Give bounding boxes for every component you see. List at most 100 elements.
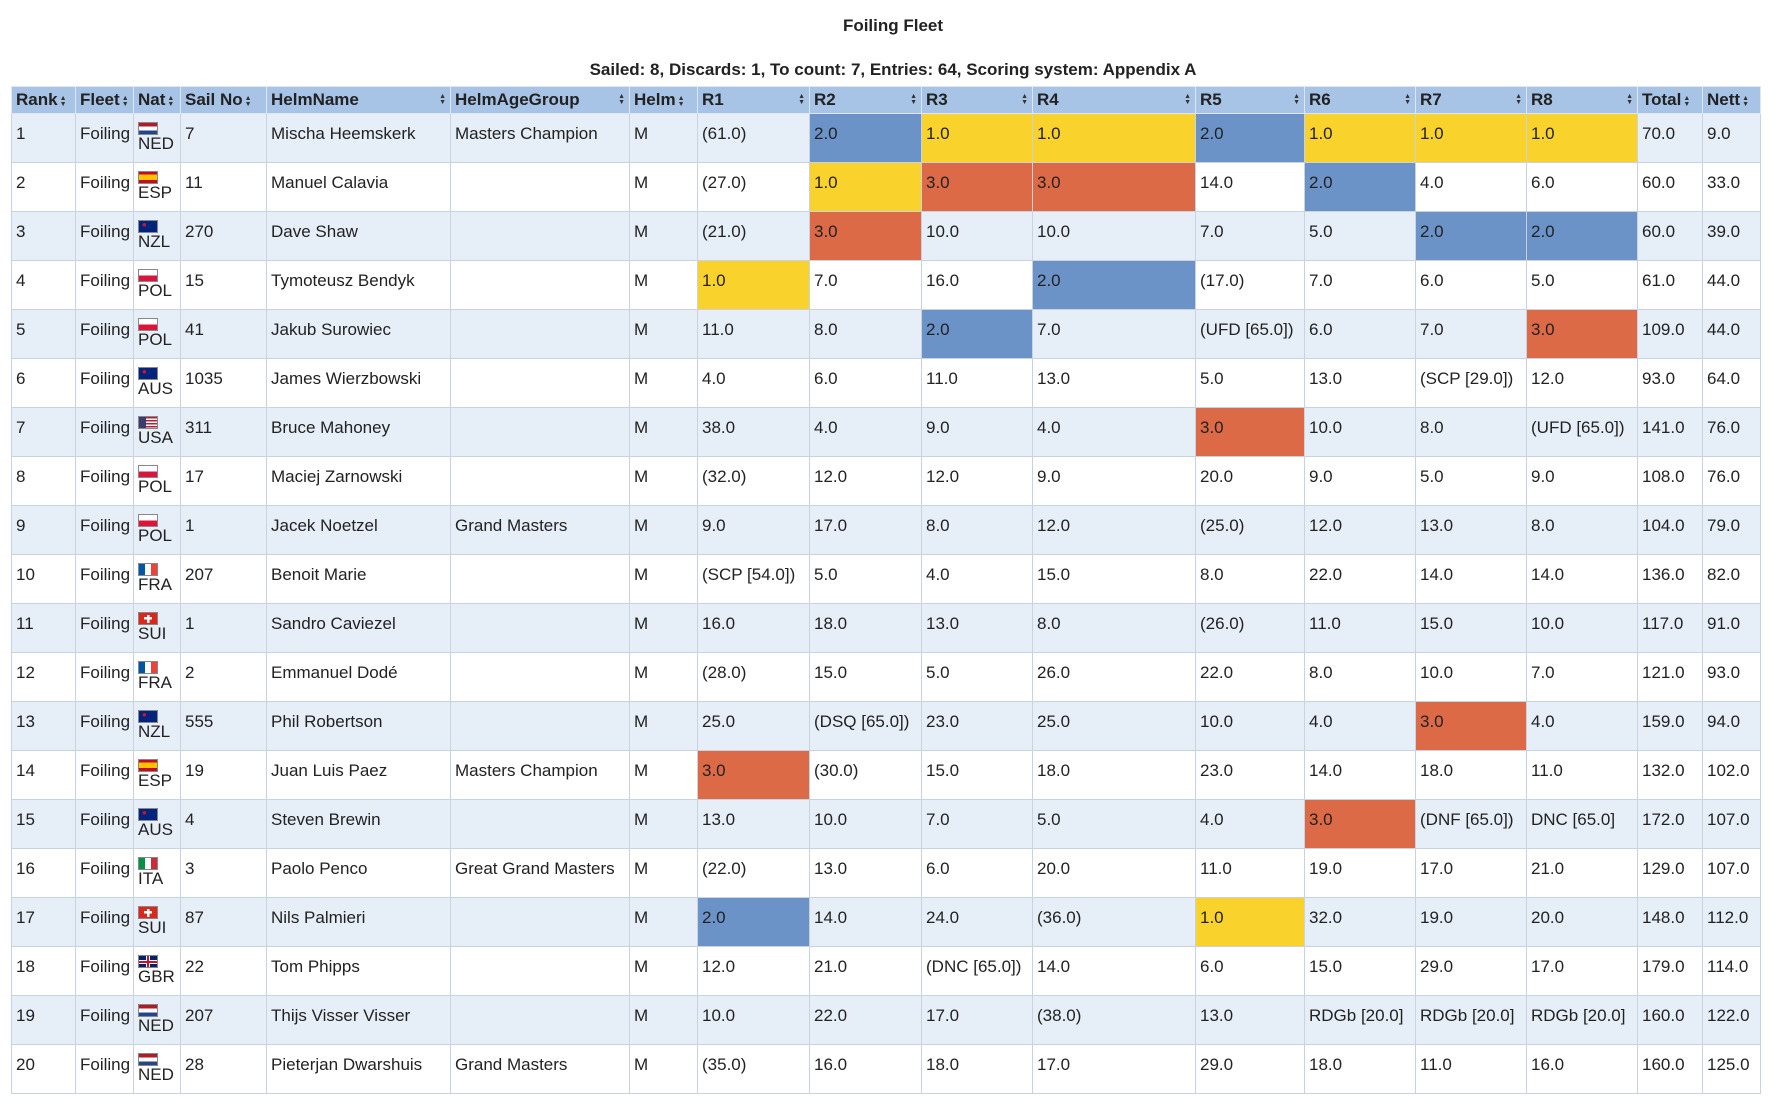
sort-icon[interactable]: ▲ ▼ [1404, 93, 1411, 106]
sort-icon[interactable]: ▲ ▼ [1021, 93, 1028, 106]
sort-icon[interactable]: ▲ ▼ [1742, 95, 1749, 109]
sort-icon[interactable]: ▲ ▼ [439, 93, 446, 106]
fleet-cell: Foiling [75, 995, 134, 1045]
column-header-rank[interactable]: Rank ▲ ▼ [11, 86, 76, 114]
race-6-cell: 12.0 [1304, 505, 1416, 555]
column-header-nat[interactable]: Nat ▲ ▼ [133, 86, 181, 114]
fleet-cell: Foiling [75, 505, 134, 555]
column-header-r4[interactable]: R4 ▲ ▼ [1032, 86, 1196, 114]
helm-age-group-cell [450, 358, 630, 408]
sort-icon[interactable]: ▲ ▼ [167, 95, 175, 109]
rank-cell: 10 [11, 554, 76, 604]
race-3-cell: 24.0 [921, 897, 1033, 947]
helm-name-cell: Sandro Caviezel [266, 603, 451, 653]
column-header-r5[interactable]: R5 ▲ ▼ [1195, 86, 1305, 114]
race-3-cell: 17.0 [921, 995, 1033, 1045]
fleet-cell: Foiling [75, 603, 134, 653]
sail-number-cell: 19 [180, 750, 267, 800]
sort-icon[interactable]: ▲ ▼ [910, 93, 917, 106]
rank-cell: 19 [11, 995, 76, 1045]
race-2-cell: 8.0 [809, 309, 922, 359]
race-1-cell: 9.0 [697, 505, 810, 555]
column-header-helmagegroup[interactable]: HelmAgeGroup ▲ ▼ [450, 86, 630, 114]
nett-cell: 102.0 [1702, 750, 1761, 800]
helm-age-group-cell [450, 897, 630, 947]
helm-cell: M [629, 848, 698, 898]
sail-number-cell: 207 [180, 995, 267, 1045]
helm-age-group-cell [450, 260, 630, 310]
race-2-cell: 7.0 [809, 260, 922, 310]
sort-icon[interactable]: ▲ ▼ [1515, 93, 1522, 106]
sort-icon[interactable]: ▲ ▼ [1293, 93, 1300, 106]
rank-cell: 8 [11, 456, 76, 506]
sort-icon[interactable]: ▲ ▼ [798, 93, 805, 106]
sort-icon[interactable]: ▲ ▼ [59, 95, 67, 109]
race-5-cell: 7.0 [1195, 211, 1305, 261]
helm-name-cell: James Wierzbowski [266, 358, 451, 408]
nat-code: FRA [138, 575, 172, 594]
race-6-cell: 22.0 [1304, 554, 1416, 604]
nett-cell: 91.0 [1702, 603, 1761, 653]
sort-icon[interactable]: ▲ ▼ [1683, 95, 1691, 109]
nat-cell: AUS [133, 358, 181, 408]
sort-icon[interactable]: ▲ ▼ [1626, 93, 1633, 106]
column-header-label: R1 [702, 90, 724, 109]
race-6-cell: 13.0 [1304, 358, 1416, 408]
race-4-cell: 1.0 [1032, 113, 1196, 163]
race-2-cell: 16.0 [809, 1044, 922, 1094]
fleet-cell: Foiling [75, 701, 134, 751]
sort-icon[interactable]: ▲ ▼ [677, 95, 685, 109]
column-header-label: Sail No [185, 90, 243, 109]
column-header-r7[interactable]: R7 ▲ ▼ [1415, 86, 1527, 114]
sort-icon[interactable]: ▲ ▼ [244, 95, 252, 109]
race-6-cell: 5.0 [1304, 211, 1416, 261]
nett-cell: 114.0 [1702, 946, 1761, 996]
helm-cell: M [629, 260, 698, 310]
helm-cell: M [629, 897, 698, 947]
fleet-cell: Foiling [75, 554, 134, 604]
nett-cell: 33.0 [1702, 162, 1761, 212]
nett-cell: 44.0 [1702, 260, 1761, 310]
table-row: 15 Foiling AUS 4 Steven Brewin M 13.0 10.0 7.0 5.… [11, 799, 1761, 849]
column-header-sail-no[interactable]: Sail No ▲ ▼ [180, 86, 267, 114]
column-header-helmname[interactable]: HelmName ▲ ▼ [266, 86, 451, 114]
sail-number-cell: 4 [180, 799, 267, 849]
nett-cell: 64.0 [1702, 358, 1761, 408]
race-5-cell: (26.0) [1195, 603, 1305, 653]
sail-number-cell: 270 [180, 211, 267, 261]
rank-cell: 6 [11, 358, 76, 408]
sail-number-cell: 7 [180, 113, 267, 163]
column-header-r2[interactable]: R2 ▲ ▼ [809, 86, 922, 114]
race-7-cell: 17.0 [1415, 848, 1527, 898]
helm-age-group-cell [450, 995, 630, 1045]
race-7-cell: 10.0 [1415, 652, 1527, 702]
nett-cell: 107.0 [1702, 848, 1761, 898]
column-header-nett[interactable]: Nett ▲ ▼ [1702, 86, 1761, 114]
column-header-r1[interactable]: R1 ▲ ▼ [697, 86, 810, 114]
column-header-r6[interactable]: R6 ▲ ▼ [1304, 86, 1416, 114]
nat-code: POL [138, 477, 173, 496]
column-header-r3[interactable]: R3 ▲ ▼ [921, 86, 1033, 114]
race-1-cell: 16.0 [697, 603, 810, 653]
race-4-cell: (38.0) [1032, 995, 1196, 1045]
column-header-label: Rank [16, 90, 58, 109]
sort-icon[interactable]: ▲ ▼ [1184, 93, 1191, 106]
race-6-cell: 3.0 [1304, 799, 1416, 849]
column-header-total[interactable]: Total ▲ ▼ [1637, 86, 1703, 114]
nat-code: NED [138, 1016, 174, 1035]
helm-cell: M [629, 358, 698, 408]
race-2-cell: 13.0 [809, 848, 922, 898]
sort-icon[interactable]: ▲ ▼ [121, 95, 129, 109]
table-row: 16 Foiling ITA 3 Paolo Penco Great Grand Mast… [11, 848, 1761, 898]
column-header-helm[interactable]: Helm ▲ ▼ [629, 86, 698, 114]
sort-icon[interactable]: ▲ ▼ [618, 93, 625, 106]
sail-number-cell: 1035 [180, 358, 267, 408]
race-8-cell: (UFD [65.0]) [1526, 407, 1638, 457]
table-row: 13 Foiling NZL 555 Phil Robertson M 25.0 (DSQ [… [11, 701, 1761, 751]
helm-cell: M [629, 995, 698, 1045]
race-4-cell: 8.0 [1032, 603, 1196, 653]
race-1-cell: (28.0) [697, 652, 810, 702]
column-header-fleet[interactable]: Fleet ▲ ▼ [75, 86, 134, 114]
column-header-r8[interactable]: R8 ▲ ▼ [1526, 86, 1638, 114]
helm-age-group-cell [450, 309, 630, 359]
